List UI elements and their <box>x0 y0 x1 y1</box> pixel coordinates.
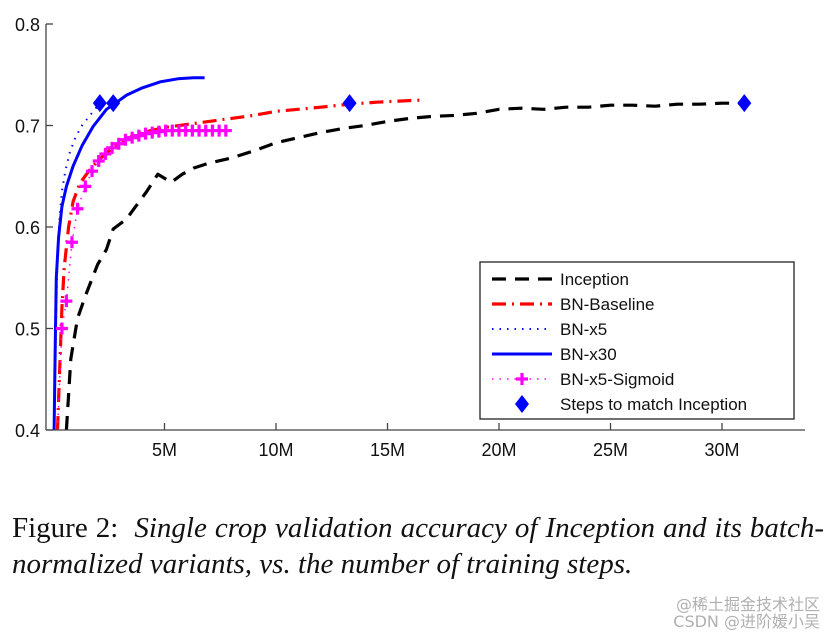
legend-item: BN-x5-Sigmoid <box>492 370 674 389</box>
series-bn-x30 <box>52 76 205 431</box>
plus-marker <box>65 236 78 249</box>
plus-marker <box>60 295 73 308</box>
series-inception <box>64 101 745 431</box>
marker-layer <box>92 94 752 113</box>
series-line <box>52 76 205 431</box>
plus-marker <box>79 180 92 193</box>
series-bn-baseline <box>55 98 421 431</box>
figure-caption: Figure 2: Single crop validation accurac… <box>12 510 824 582</box>
plus-marker <box>86 165 99 178</box>
diamond-marker <box>92 94 107 113</box>
series-bn-x5 <box>53 102 101 431</box>
series-line <box>64 101 745 431</box>
series-line <box>53 102 101 431</box>
legend-box <box>479 261 795 420</box>
plus-marker <box>71 202 84 215</box>
series-line <box>55 98 421 431</box>
plus-marker <box>126 131 139 144</box>
legend-item: BN-Baseline <box>492 295 655 314</box>
watermark-line-1: @稀土掘金技术社区 <box>675 595 820 614</box>
series-bn-x5-sigmoid <box>55 124 232 431</box>
axes: 5M 10M 15M 20M 25M 30M 0.4 0.5 0.6 0.7 0.8 <box>15 15 805 460</box>
plus-marker <box>92 155 105 168</box>
watermark-line-2: CSDN @进阶媛小吴 <box>673 612 820 631</box>
plus-marker <box>99 147 112 160</box>
plus-marker <box>219 124 232 137</box>
accuracy-chart: 5M 10M 15M 20M 25M 30M 0.4 0.5 0.6 0.7 0.8 Incepti… <box>15 15 805 460</box>
x-tick-label: 15M <box>370 440 405 460</box>
series-layer <box>52 76 745 431</box>
legend-label: Steps to match Inception <box>560 395 747 414</box>
watermark: @稀土掘金技术社区 CSDN @进阶媛小吴 <box>673 596 820 630</box>
x-tick-label: 20M <box>481 440 516 460</box>
legend-plus-marker <box>516 373 528 385</box>
legend-label: Inception <box>560 270 629 289</box>
legend-item: Inception <box>492 270 629 289</box>
x-tick-label: 10M <box>258 440 293 460</box>
diamond-marker <box>342 94 357 113</box>
legend: Inception BN-Baseline BN-x5 BN-x30 BN-x5-Sig… <box>479 261 795 420</box>
plus-marker <box>112 137 125 150</box>
diamond-marker <box>106 94 121 113</box>
legend-label: BN-x30 <box>560 345 617 364</box>
plus-marker <box>106 141 119 154</box>
y-tick-label: 0.5 <box>15 320 40 340</box>
legend-label: BN-Baseline <box>560 295 655 314</box>
caption-lead: Figure 2: <box>12 512 119 544</box>
x-tick-label: 25M <box>593 440 628 460</box>
diamond-marker <box>737 94 752 113</box>
y-tick-label: 0.6 <box>15 218 40 238</box>
legend-item: BN-x5 <box>492 320 607 339</box>
x-tick-label: 30M <box>704 440 739 460</box>
legend-diamond <box>515 395 529 413</box>
y-tick-label: 0.4 <box>15 421 40 441</box>
plus-marker <box>55 322 68 335</box>
y-tick-label: 0.8 <box>15 15 40 35</box>
legend-item: Steps to match Inception <box>515 395 747 414</box>
plus-marker <box>132 129 145 142</box>
legend-label: BN-x5 <box>560 320 607 339</box>
y-tick-label: 0.7 <box>15 117 40 137</box>
plus-marker <box>119 133 132 146</box>
x-tick-label: 5M <box>152 440 177 460</box>
caption-body: Single crop validation accuracy of Incep… <box>12 512 824 580</box>
series-line <box>56 129 226 431</box>
legend-label: BN-x5-Sigmoid <box>560 370 674 389</box>
legend-item: BN-x30 <box>492 345 617 364</box>
